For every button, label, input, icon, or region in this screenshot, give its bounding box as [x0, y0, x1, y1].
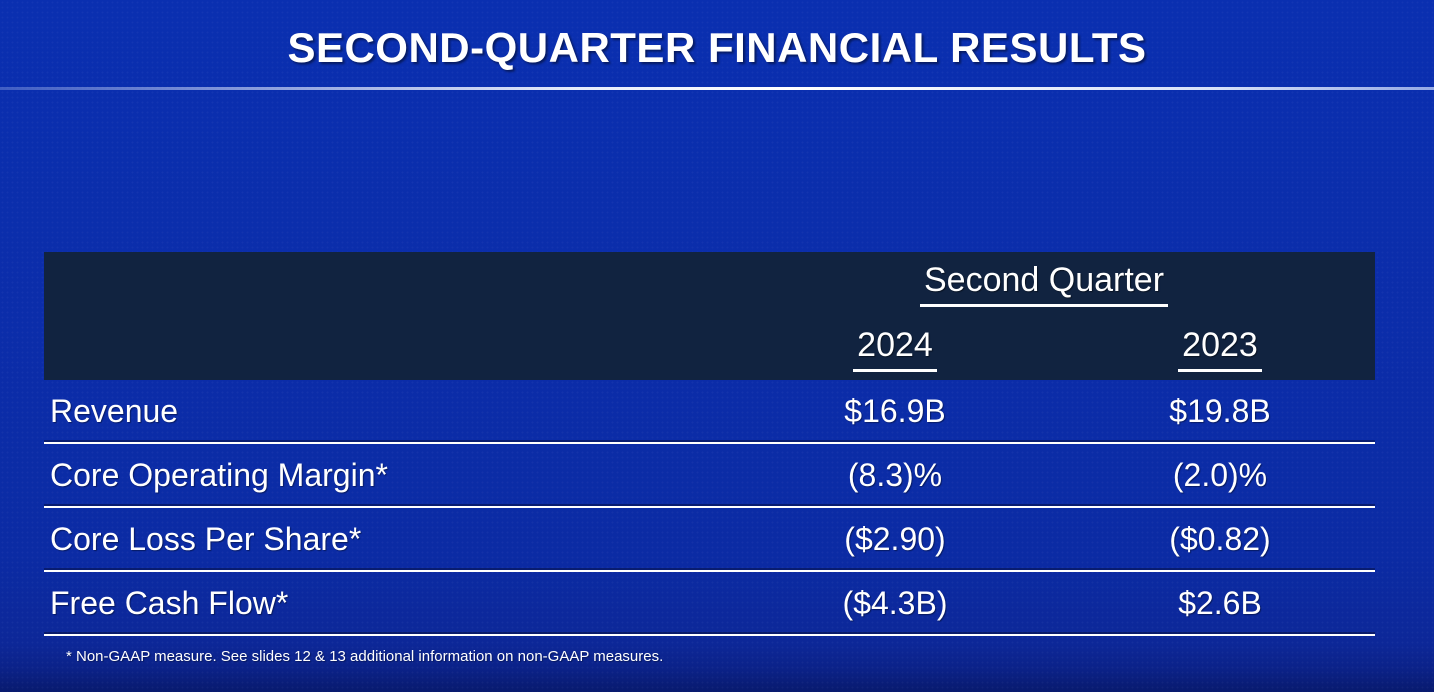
row-label: Free Cash Flow* — [50, 584, 289, 621]
column-header-2024: 2024 — [853, 326, 937, 372]
title-band: SECOND-QUARTER FINANCIAL RESULTS — [0, 0, 1434, 86]
table-row-core-loss-per-share: Core Loss Per Share* ($2.90) ($0.82) — [44, 508, 1375, 572]
column-header-2024-cell: 2024 — [770, 326, 1020, 372]
non-gaap-footnote: * Non-GAAP measure. See slides 12 & 13 a… — [66, 648, 664, 665]
row-value-2024: (8.3)% — [847, 456, 943, 493]
row-label: Core Loss Per Share* — [50, 520, 362, 557]
row-value-2023: ($0.82) — [1169, 520, 1271, 557]
column-group-header-cell: Second Quarter — [744, 261, 1344, 307]
page-title: SECOND-QUARTER FINANCIAL RESULTS — [287, 24, 1147, 71]
row-value-2024: ($2.90) — [844, 520, 946, 557]
row-value-2024: $16.9B — [844, 392, 946, 429]
table-header: Second Quarter 2024 2023 — [44, 252, 1375, 380]
title-divider-line — [0, 87, 1434, 90]
table-row-revenue: Revenue $16.9B $19.8B — [44, 380, 1375, 444]
column-header-2023: 2023 — [1178, 326, 1262, 372]
table-row-core-operating-margin: Core Operating Margin* (8.3)% (2.0)% — [44, 444, 1375, 508]
row-value-2023: (2.0)% — [1172, 456, 1268, 493]
column-group-header: Second Quarter — [919, 261, 1169, 307]
row-label: Core Operating Margin* — [50, 456, 388, 493]
column-header-2023-cell: 2023 — [1095, 326, 1345, 372]
row-value-2023: $2.6B — [1178, 584, 1262, 621]
financial-results-table: Second Quarter 2024 2023 Revenue $16.9B … — [44, 252, 1375, 636]
row-label: Revenue — [50, 392, 179, 429]
table-row-free-cash-flow: Free Cash Flow* ($4.3B) $2.6B — [44, 572, 1375, 636]
row-value-2023: $19.8B — [1169, 392, 1271, 429]
row-value-2024: ($4.3B) — [842, 584, 948, 621]
